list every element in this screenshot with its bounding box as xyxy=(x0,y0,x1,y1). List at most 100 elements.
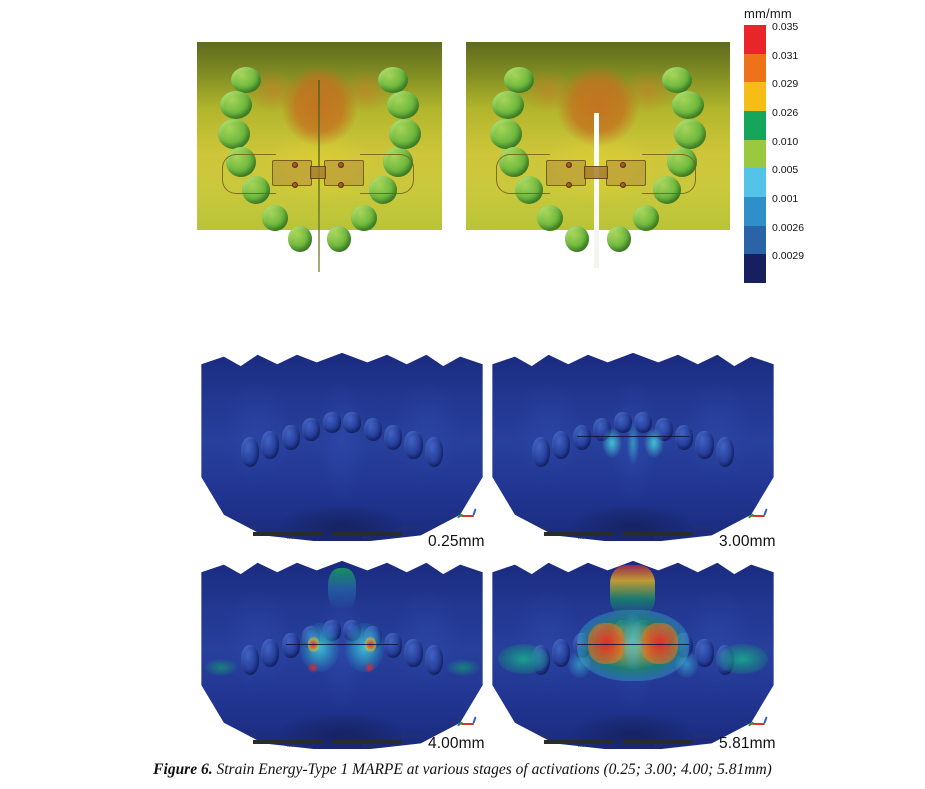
maxilla-model xyxy=(201,352,483,542)
cyan-patch-left xyxy=(602,428,622,459)
frontal-dental-arch xyxy=(240,409,444,473)
frontal-tooth xyxy=(363,418,382,442)
scale-bar-label: 50.00 (mm) xyxy=(693,734,711,738)
axis-label-x: X xyxy=(455,508,458,513)
axis-triad-icon: X xyxy=(746,716,772,729)
frontal-tooth xyxy=(281,424,300,451)
frontal-tooth xyxy=(302,418,321,442)
tooth xyxy=(489,118,522,149)
legend-tick-6: 0.001 xyxy=(772,193,799,205)
red-hotspot-lower-right xyxy=(364,660,375,674)
panel-occlusal-left[interactable] xyxy=(197,42,442,277)
tooth xyxy=(674,118,707,149)
frontal-tooth xyxy=(404,430,423,459)
scale-bar-label: 0.00 xyxy=(249,526,257,530)
tooth xyxy=(378,66,408,93)
occlusal-render-left xyxy=(197,42,442,277)
tooth xyxy=(287,226,312,253)
frontal-tooth xyxy=(261,638,280,667)
appliance-wire-left xyxy=(222,154,276,194)
scale-bar-label: 50.00 (mm) xyxy=(402,526,420,530)
zygomatic-green-left xyxy=(497,643,549,674)
zygomatic-green-right xyxy=(446,658,480,676)
miniscrew xyxy=(292,182,298,188)
frontal-tooth xyxy=(424,644,444,676)
panel-label-025: 0.25mm xyxy=(428,533,485,550)
scale-bar-label: 0.00 xyxy=(249,734,257,738)
panel-frontal-300[interactable]: 0.00 12.50 37.50 50.00 (mm) X xyxy=(488,345,778,543)
figure-caption: Figure 6. Strain Energy-Type 1 MARPE at … xyxy=(0,761,925,779)
legend-band-orange xyxy=(744,53,766,83)
frontal-tooth xyxy=(715,436,735,468)
tooth xyxy=(537,205,564,232)
miniscrew xyxy=(292,162,298,168)
legend-band-cyan xyxy=(744,168,766,198)
legend-tick-2: 0.029 xyxy=(772,78,799,91)
axis-z xyxy=(472,508,477,516)
legend-band-green xyxy=(744,111,766,140)
cyan-zone-left xyxy=(299,622,340,672)
legend-tick-0: 0.035 xyxy=(772,21,799,33)
tooth xyxy=(262,205,289,232)
panel-label-581: 5.81mm xyxy=(719,735,776,752)
frontal-tooth xyxy=(261,430,280,459)
appliance-wire-silhouette xyxy=(576,435,690,437)
miniscrew xyxy=(338,162,344,168)
frontal-tooth xyxy=(424,436,444,468)
panel-label-400: 4.00mm xyxy=(428,735,485,752)
tooth xyxy=(671,91,704,120)
appliance-wire-silhouette xyxy=(285,643,399,645)
tooth xyxy=(389,118,422,149)
scale-bar: 0.00 12.50 37.50 50.00 (mm) xyxy=(541,526,711,540)
frontal-tooth xyxy=(384,424,403,451)
panel-occlusal-right[interactable] xyxy=(466,42,730,277)
appliance-wire-left xyxy=(496,154,550,194)
suture-cyan-core xyxy=(621,613,645,671)
scale-bar-segment xyxy=(544,532,614,536)
frontal-tooth xyxy=(384,632,403,659)
scale-bar-label: 37.50 xyxy=(362,536,372,540)
scale-bar-label: 37.50 xyxy=(362,744,372,748)
frontal-tooth xyxy=(240,436,259,468)
miniscrew xyxy=(620,162,626,168)
tooth xyxy=(220,91,253,120)
panel-frontal-581[interactable]: 0.00 12.50 37.50 50.00 (mm) X xyxy=(488,553,778,751)
cyan-patch-right xyxy=(644,428,664,459)
tooth xyxy=(386,91,419,120)
legend-band-red xyxy=(744,25,766,54)
jackscrew xyxy=(310,166,326,179)
caption-label: Figure 6. xyxy=(153,761,213,778)
axis-triad-icon: X xyxy=(455,716,481,729)
frontal-tooth xyxy=(552,430,571,459)
scale-bar-label: 37.50 xyxy=(653,744,663,748)
occlusal-render-right xyxy=(466,42,730,277)
axis-z xyxy=(472,716,477,724)
legend-tick-3: 0.026 xyxy=(772,107,799,119)
axis-x xyxy=(461,723,474,725)
frontal-tooth xyxy=(240,644,259,676)
scale-bar-label: 12.50 xyxy=(577,744,587,748)
scale-bar-segment xyxy=(623,740,693,744)
frontal-tooth xyxy=(675,424,694,451)
scale-bar-label: 12.50 xyxy=(286,744,296,748)
tooth xyxy=(217,118,250,149)
nasal-hot-band xyxy=(610,564,656,618)
frontal-render-300 xyxy=(488,345,778,543)
appliance-plate-right xyxy=(606,160,646,186)
panel-frontal-400[interactable]: 0.00 12.50 37.50 50.00 (mm) X xyxy=(197,553,487,751)
miniscrew xyxy=(566,162,572,168)
cyan-spread-left xyxy=(568,651,591,678)
suture-trace xyxy=(627,422,639,464)
panel-frontal-025[interactable]: 0.00 12.50 37.50 50.00 (mm) X xyxy=(197,345,487,543)
legend-color-bar xyxy=(744,25,766,284)
tooth xyxy=(607,226,632,253)
scale-bar-segment xyxy=(544,740,614,744)
legend-tick-7: 0.0026 xyxy=(772,221,805,234)
appliance-wire-right xyxy=(360,154,414,194)
legend-tick-labels: 0.035 0.031 0.029 0.026 0.010 0.005 0.001 0.002… xyxy=(772,21,838,283)
red-hotspot-lower-left xyxy=(308,660,319,674)
scale-bar-segment xyxy=(253,740,323,744)
legend-tick-1: 0.031 xyxy=(772,49,799,62)
miniscrew xyxy=(620,182,626,188)
